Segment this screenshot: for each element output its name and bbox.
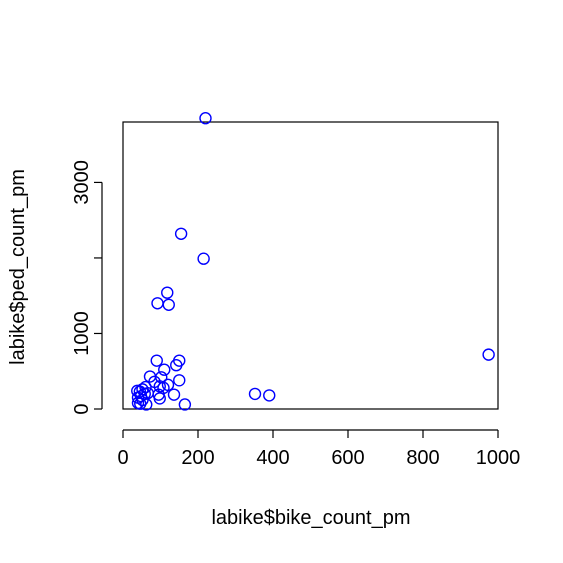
data-point [153,392,166,405]
data-point [161,286,174,299]
x-tick-label-0: 0 [117,447,128,469]
plot-area [122,121,499,410]
data-point [167,388,181,401]
y-tick-label-1: 1000 [71,311,93,356]
data-point [170,358,183,372]
plot-frame [122,121,499,410]
data-point [263,389,276,402]
data-point [482,348,495,361]
x-axis-title: labike$bike_count_pm [211,507,410,529]
x-tick-label-3: 600 [331,447,364,469]
y-axis-title: labike$ped_count_pm [7,169,29,365]
data-point [178,398,192,411]
axes: 0 200 400 600 800 1000 0 1000 3000 [71,160,520,469]
data-point [151,297,164,310]
x-tick-label-1: 200 [181,447,214,469]
y-tick-label-2: 3000 [71,160,93,205]
data-point [197,252,210,265]
x-tick-label-5: 1000 [476,447,521,469]
x-tick-label-4: 800 [406,447,439,469]
data-point [173,374,186,387]
data-point [248,387,262,401]
data-point [140,398,153,411]
data-point [158,363,171,376]
data-point [150,354,163,367]
y-tick-label-0: 0 [71,403,93,414]
data-points [131,112,495,411]
data-point [174,227,188,240]
data-point [199,112,212,125]
data-point [134,397,147,410]
data-point [162,298,175,311]
x-tick-label-2: 400 [256,447,289,469]
